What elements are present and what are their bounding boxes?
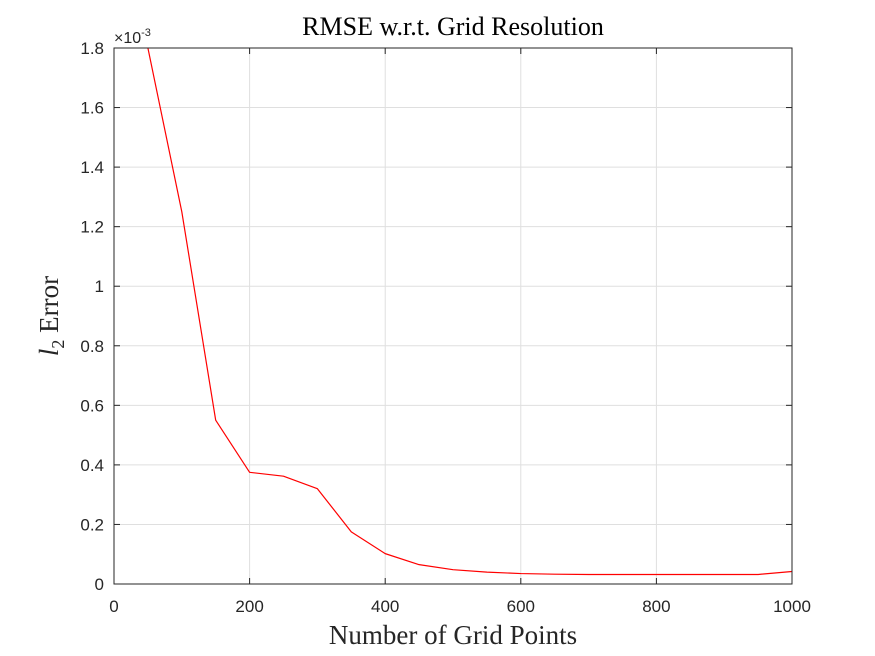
y-axis-label: l2 Error xyxy=(34,276,68,356)
y-axis-exponent-base: ×10 xyxy=(114,30,141,47)
y-tick-label: 0 xyxy=(95,575,104,594)
x-tick-label: 600 xyxy=(507,597,535,616)
y-tick-label: 1.8 xyxy=(80,39,104,58)
y-tick-label: 0.8 xyxy=(80,337,104,356)
grid-lines xyxy=(114,48,792,584)
y-axis-label-subscript: 2 xyxy=(48,340,68,349)
plot-frame xyxy=(113,47,793,585)
y-tick-label: 1.4 xyxy=(80,158,104,177)
y-tick-label: 0.4 xyxy=(80,456,104,475)
y-axis-label-rest: Error xyxy=(34,276,64,340)
y-axis-exponent-power: -3 xyxy=(141,27,151,39)
y-tick-label: 0.2 xyxy=(80,515,104,534)
x-tick-label: 400 xyxy=(371,597,399,616)
series-line xyxy=(147,47,793,576)
x-tick-label: 800 xyxy=(642,597,670,616)
y-tick-label: 1.2 xyxy=(80,218,104,237)
x-tick-label: 1000 xyxy=(773,597,811,616)
y-axis-exponent: ×10-3 xyxy=(114,27,151,47)
chart-title: RMSE w.r.t. Grid Resolution xyxy=(302,12,604,41)
x-axis-label: Number of Grid Points xyxy=(329,620,577,650)
y-tick-label: 1.6 xyxy=(80,99,104,118)
y-tick-label: 0.6 xyxy=(80,396,104,415)
y-tick-labels: 0 0.2 0.4 0.6 0.8 1 1.2 1.4 1.6 1.8 xyxy=(80,39,104,594)
series-layer xyxy=(147,47,793,576)
x-tick-labels: 0 200 400 600 800 1000 xyxy=(109,597,811,616)
y-tick-label: 1 xyxy=(95,277,104,296)
y-axis-label-base: l xyxy=(34,349,64,357)
x-tick-label: 200 xyxy=(235,597,263,616)
x-tick-label: 0 xyxy=(109,597,118,616)
plot-background xyxy=(114,48,792,584)
